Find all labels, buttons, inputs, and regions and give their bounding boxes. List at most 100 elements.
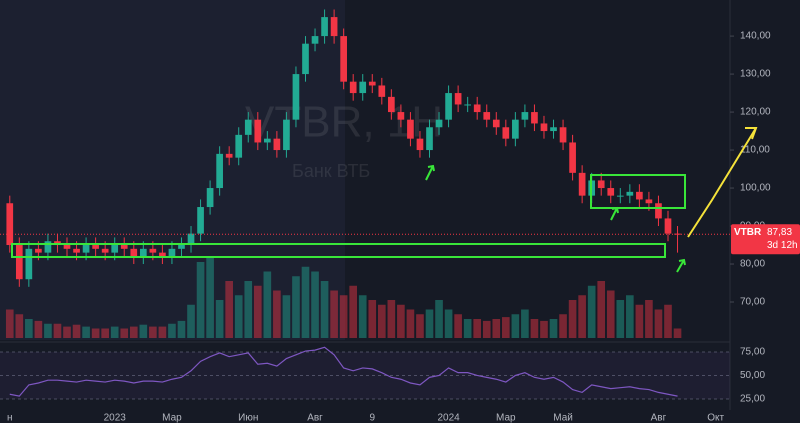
volume-bar — [44, 323, 52, 338]
candle-body — [636, 191, 643, 200]
candle-body — [626, 191, 634, 196]
volume-bar — [530, 319, 539, 338]
candle-body — [254, 119, 262, 143]
volume-bar — [492, 319, 501, 338]
candle-body — [378, 85, 386, 97]
volume-bar — [158, 326, 167, 338]
candle-body — [263, 138, 271, 143]
volume-bar — [358, 295, 367, 338]
candle-body — [416, 138, 424, 151]
volume-bar — [425, 309, 434, 338]
volume-bar — [559, 314, 567, 338]
rsi-tick-label: 25,00 — [740, 394, 765, 405]
rsi-tick-label: 75,00 — [740, 347, 765, 358]
volume-bar — [616, 300, 625, 338]
volume-bar — [587, 285, 596, 338]
volume-bar — [387, 300, 396, 338]
volume-bar — [521, 309, 529, 338]
volume-bar — [215, 300, 224, 338]
candle-body — [569, 142, 576, 173]
candle-body — [674, 233, 681, 235]
candle-body — [302, 43, 309, 75]
x-tick-label: Мар — [496, 413, 516, 423]
candle-body — [283, 119, 290, 151]
volume-bar — [15, 314, 24, 338]
candle-body — [139, 248, 147, 257]
volume-bar — [91, 328, 100, 338]
x-tick-label: 9 — [369, 413, 375, 423]
candle-body — [512, 119, 519, 139]
candle-body — [645, 199, 653, 204]
watermark-subtitle: Банк ВТБ — [292, 161, 370, 181]
candle-body — [73, 248, 80, 253]
candle-body — [559, 127, 567, 143]
volume-bar — [597, 281, 606, 338]
volume-bar — [196, 262, 205, 338]
volume-bar — [502, 317, 510, 338]
candle-body — [454, 93, 462, 105]
volume-bar — [234, 295, 243, 338]
rsi-line — [9, 346, 678, 397]
candle-body — [492, 119, 500, 128]
candle-body — [178, 245, 185, 249]
candle-body — [607, 188, 615, 196]
signal-arrows — [425, 164, 686, 273]
candle-body — [340, 36, 347, 82]
volume-bar — [397, 304, 405, 338]
candle-body — [616, 195, 624, 197]
symbol-label: VTBR — [734, 227, 762, 238]
candle-body — [15, 245, 23, 280]
volume-bar — [416, 314, 424, 338]
y-tick-label: 70,00 — [740, 297, 765, 308]
volume-bar — [444, 309, 453, 338]
candle-body — [359, 81, 367, 94]
volume-bar — [177, 320, 186, 338]
x-tick-label: Мар — [162, 413, 182, 423]
volume-bar — [110, 326, 119, 338]
volume-bar — [34, 320, 43, 338]
candle-body — [273, 138, 281, 151]
y-tick-label: 140,00 — [740, 31, 771, 42]
volume-bar — [139, 324, 148, 338]
volume-bar — [25, 319, 33, 338]
candle-body — [25, 248, 33, 280]
candle-body — [483, 112, 491, 120]
candle-body — [473, 104, 481, 113]
volume-bar — [120, 328, 129, 338]
volume-bar — [330, 290, 338, 338]
candle-body — [321, 17, 328, 37]
y-tick-label: 120,00 — [740, 107, 771, 118]
candle-body — [197, 207, 204, 234]
volume-bar — [63, 326, 71, 338]
candle-body — [187, 233, 195, 246]
candle-body — [292, 74, 300, 120]
support-box — [11, 243, 666, 258]
volume-bar — [463, 319, 472, 338]
candle-body — [235, 134, 243, 158]
candle-body — [597, 180, 605, 189]
candle-body — [531, 112, 538, 124]
candle-body — [578, 172, 586, 196]
candle-body — [664, 218, 672, 234]
candle-body — [120, 245, 128, 249]
candle-body — [244, 119, 252, 135]
candle-body — [445, 93, 452, 120]
volume-bar — [673, 328, 682, 338]
candle-body — [502, 127, 510, 139]
volume-bar — [253, 285, 262, 338]
profile-zone — [0, 0, 345, 340]
candle-body — [435, 119, 443, 128]
volume-bar — [187, 304, 195, 338]
volume-bar — [168, 323, 176, 338]
volume-bar — [273, 290, 281, 338]
volume-bar — [149, 326, 157, 338]
candle-body — [111, 245, 119, 253]
countdown-label: 3d 12h — [767, 240, 798, 251]
volume-bar — [129, 326, 138, 338]
forecast-arrow — [745, 127, 758, 140]
candle-body — [130, 248, 138, 257]
candle-body — [540, 123, 548, 132]
x-tick-label: 2024 — [437, 413, 460, 423]
candle-body — [206, 188, 214, 208]
